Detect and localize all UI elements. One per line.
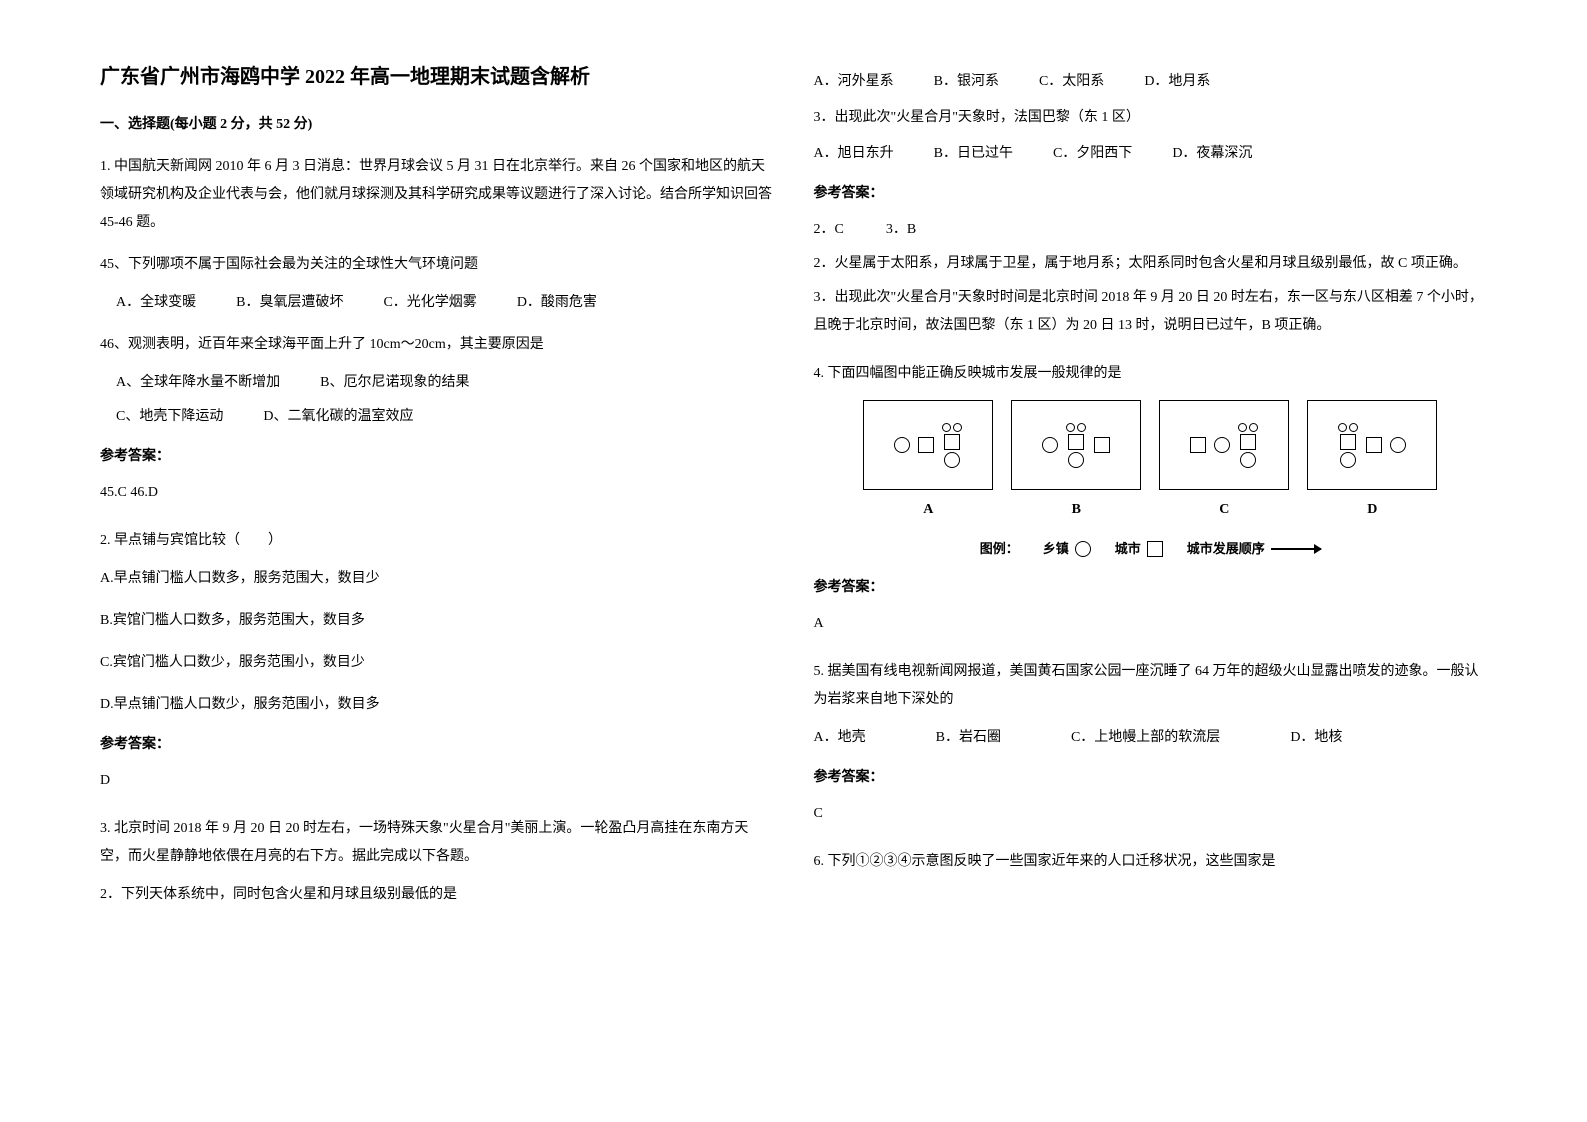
q2-b: B.宾馆门槛人口数多，服务范围大，数目多 [100,607,774,635]
panel-d-label: D [1307,496,1437,524]
q5-d: D．地核 [1290,724,1342,752]
q5-b: B．岩石圈 [936,724,1001,752]
circle-icon [1042,437,1058,453]
q5-answer-label: 参考答案： [814,764,1488,792]
q1-45-b: B．臭氧层遭破坏 [236,289,343,317]
q4-answer: A [814,610,1488,638]
question-2: 2. 早点铺与宾馆比较（ ） A.早点铺门槛人口数多，服务范围大，数目少 B.宾… [100,527,774,795]
q1-46-a: A、全球年降水量不断增加 [116,369,280,397]
q2-opts: A.早点铺门槛人口数多，服务范围大，数目少 B.宾馆门槛人口数多，服务范围大，数… [100,565,774,719]
q3-intro: 3. 北京时间 2018 年 9 月 20 日 20 时左右，一场特殊天象"火星… [100,815,774,871]
q2-a: A.早点铺门槛人口数多，服务范围大，数目少 [100,565,774,593]
q5-c: C．上地幔上部的软流层 [1071,724,1220,752]
q5-answer: C [814,800,1488,828]
legend-xiang: 乡镇 [1043,536,1091,562]
question-4: 4. 下面四幅图中能正确反映城市发展一般规律的是 A [814,360,1488,638]
q1-45-a: A．全球变暖 [116,289,196,317]
question-5: 5. 据美国有线电视新闻网报道，美国黄石国家公园一座沉睡了 64 万年的超级火山… [814,658,1488,828]
q3-explain2: 2．火星属于太阳系，月球属于卫星，属于地月系；太阳系同时包含火星和月球且级别最低… [814,250,1488,278]
square-icon [1366,437,1382,453]
q3-3-d: D．夜幕深沉 [1172,140,1252,168]
q5-a: A．地壳 [814,724,866,752]
q1-45-d: D．酸雨危害 [517,289,597,317]
q4-panels: A B [863,400,1437,524]
arrow-icon [1271,548,1321,550]
legend-label: 图例： [980,536,1019,562]
q3-answer-label: 参考答案： [814,180,1488,208]
q2-answer-label: 参考答案： [100,731,774,759]
q4-answer-label: 参考答案： [814,574,1488,602]
q2-text: 2. 早点铺与宾馆比较（ ） [100,527,774,555]
q4-text: 4. 下面四幅图中能正确反映城市发展一般规律的是 [814,360,1488,388]
q4-diagram: A B [814,400,1488,562]
right-column: A．河外星系 B．银河系 C．太阳系 D．地月系 3．出现此次"火星合月"天象时… [794,60,1508,1062]
q6-text: 6. 下列①②③④示意图反映了一些国家近年来的人口迁移状况，这些国家是 [814,848,1488,876]
q2-d: D.早点铺门槛人口数少，服务范围小，数目多 [100,691,774,719]
panel-c-wrap: C [1159,400,1289,524]
q3-3-c: C．夕阳西下 [1053,140,1132,168]
square-icon [918,437,934,453]
panel-a [863,400,993,490]
q2-c: C.宾馆门槛人口数少，服务范围小，数目少 [100,649,774,677]
q3-sub2: 2．下列天体系统中，同时包含火星和月球且级别最低的是 [100,881,774,909]
q1-intro: 1. 中国航天新闻网 2010 年 6 月 3 日消息：世界月球会议 5 月 3… [100,153,774,237]
left-column: 广东省广州市海鸥中学 2022 年高一地理期末试题含解析 一、选择题(每小题 2… [80,60,794,1062]
q3-3-b: B．日已过午 [934,140,1013,168]
q3-sub3: 3．出现此次"火星合月"天象时，法国巴黎（东 1 区） [814,104,1488,132]
circle-icon [894,437,910,453]
circle-icon [1214,437,1230,453]
q3-2-b: B．银河系 [934,68,999,96]
q3-opts3: A．旭日东升 B．日已过午 C．夕阳西下 D．夜幕深沉 [814,140,1488,168]
stack-icon [942,423,962,468]
circle-icon [1075,541,1091,557]
q3-answer-line1: 2．C 3．B [814,216,1488,244]
q3-opts2: A．河外星系 B．银河系 C．太阳系 D．地月系 [814,68,1488,96]
q3-explain3: 3．出现此次"火星合月"天象时时间是北京时间 2018 年 9 月 20 日 2… [814,284,1488,340]
q5-text: 5. 据美国有线电视新闻网报道，美国黄石国家公园一座沉睡了 64 万年的超级火山… [814,658,1488,714]
q1-46-d: D、二氧化碳的温室效应 [263,403,413,431]
q2-answer: D [100,767,774,795]
square-icon [1094,437,1110,453]
panel-c-label: C [1159,496,1289,524]
q1-sub45: 45、下列哪项不属于国际社会最为关注的全球性大气环境问题 [100,251,774,279]
question-3-intro: 3. 北京时间 2018 年 9 月 20 日 20 时左右，一场特殊天象"火星… [100,815,774,909]
panel-b-label: B [1011,496,1141,524]
q3-2-c: C．太阳系 [1039,68,1104,96]
q1-opts46: A、全球年降水量不断增加 B、厄尔尼诺现象的结果 C、地壳下降运动 D、二氧化碳… [100,369,774,431]
q3-2-a: A．河外星系 [814,68,894,96]
panel-a-label: A [863,496,993,524]
legend-city: 城市 [1115,536,1163,562]
exam-title: 广东省广州市海鸥中学 2022 年高一地理期末试题含解析 [100,60,774,89]
circle-icon [1390,437,1406,453]
stack-icon [1238,423,1258,468]
panel-b-wrap: B [1011,400,1141,524]
stack-icon [1066,423,1086,468]
q5-opts: A．地壳 B．岩石圈 C．上地幔上部的软流层 D．地核 [814,724,1488,752]
q1-46-c: C、地壳下降运动 [116,403,223,431]
panel-d [1307,400,1437,490]
q1-opts45: A．全球变暖 B．臭氧层遭破坏 C．光化学烟雾 D．酸雨危害 [100,289,774,317]
panel-d-wrap: D [1307,400,1437,524]
question-6: 6. 下列①②③④示意图反映了一些国家近年来的人口迁移状况，这些国家是 [814,848,1488,876]
panel-c [1159,400,1289,490]
panel-a-wrap: A [863,400,993,524]
q1-answer-label: 参考答案： [100,443,774,471]
panel-b [1011,400,1141,490]
stack-icon [1338,423,1358,468]
q1-sub46: 46、观测表明，近百年来全球海平面上升了 10cm～20cm，其主要原因是 [100,331,774,359]
q3-2-d: D．地月系 [1144,68,1210,96]
section-header: 一、选择题(每小题 2 分，共 52 分) [100,113,774,133]
square-icon [1190,437,1206,453]
q1-45-c: C．光化学烟雾 [383,289,476,317]
square-icon [1147,541,1163,557]
q1-46-b: B、厄尔尼诺现象的结果 [320,369,469,397]
question-3-cont: A．河外星系 B．银河系 C．太阳系 D．地月系 3．出现此次"火星合月"天象时… [814,68,1488,340]
question-1: 1. 中国航天新闻网 2010 年 6 月 3 日消息：世界月球会议 5 月 3… [100,153,774,507]
q1-answer: 45.C 46.D [100,479,774,507]
legend-arrow: 城市发展顺序 [1187,536,1321,562]
q3-3-a: A．旭日东升 [814,140,894,168]
q4-legend: 图例： 乡镇 城市 城市发展顺序 [980,536,1321,562]
